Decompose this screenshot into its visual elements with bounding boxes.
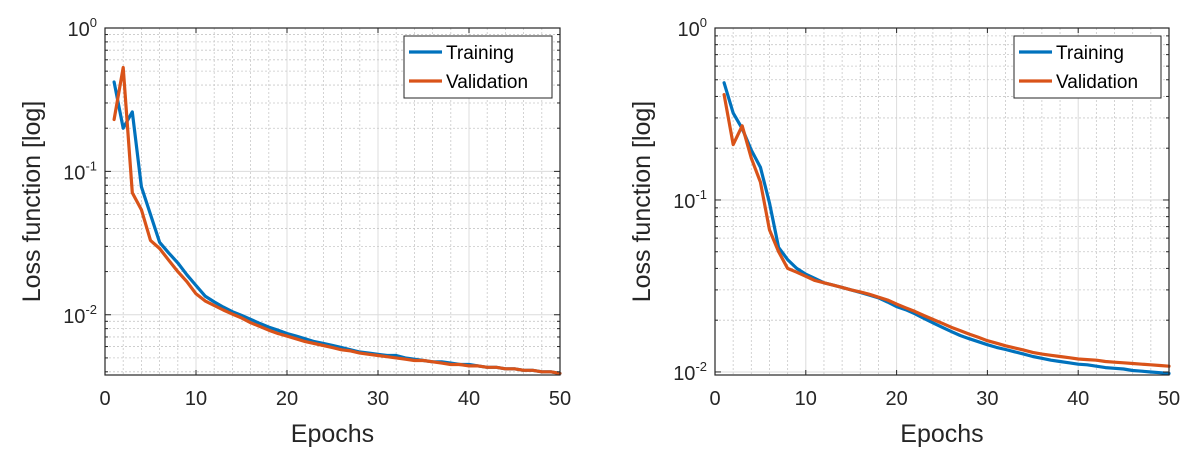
- y-tick-label: 10-1: [673, 187, 707, 213]
- y-tick-exponent: -1: [85, 158, 97, 173]
- x-tick-label: 50: [549, 388, 571, 410]
- legend-label-training: Training: [1056, 43, 1124, 64]
- y-tick-base: 10: [673, 191, 695, 213]
- x-tick-label: 0: [99, 388, 110, 410]
- axes-box: [714, 27, 1170, 376]
- x-axis-label: Epochs: [900, 420, 983, 448]
- legend-label-training: Training: [446, 43, 514, 64]
- x-axis-label: Epochs: [291, 420, 374, 448]
- x-tick-label: 30: [976, 388, 998, 410]
- series-line-validation: [722, 92, 1171, 368]
- x-tick-label: 40: [458, 388, 480, 410]
- legend-box: [1013, 35, 1162, 99]
- y-tick-label: 100: [68, 15, 97, 41]
- x-tick-label: 10: [185, 388, 207, 410]
- x-tick-label: 50: [1158, 388, 1180, 410]
- y-tick-exponent: -2: [695, 359, 707, 374]
- y-axis-label: Loss function [log]: [18, 101, 46, 303]
- x-tick-label: 10: [795, 388, 817, 410]
- y-tick-base: 10: [678, 19, 700, 41]
- y-axis-label: Loss function [log]: [628, 101, 656, 303]
- y-tick-label: 10-1: [63, 158, 97, 184]
- legend-box: [403, 35, 553, 99]
- y-tick-base: 10: [673, 363, 695, 385]
- y-tick-exponent: -1: [695, 187, 707, 202]
- y-tick-label: 100: [678, 15, 707, 41]
- series-line-training: [722, 81, 1171, 376]
- x-tick-label: 20: [885, 388, 907, 410]
- y-tick-base: 10: [63, 162, 85, 184]
- y-tick-base: 10: [68, 19, 90, 41]
- series-line-validation: [112, 65, 562, 375]
- legend-label-validation: Validation: [1056, 72, 1138, 93]
- legend: Training Validation: [403, 35, 553, 99]
- x-tick-label: 0: [709, 388, 720, 410]
- y-tick-exponent: 0: [700, 15, 707, 30]
- y-tick-exponent: 0: [90, 15, 97, 30]
- y-tick-label: 10-2: [673, 359, 707, 385]
- legend-label-validation: Validation: [446, 72, 528, 93]
- y-tick-exponent: -2: [85, 302, 97, 317]
- axes-box: [104, 27, 561, 376]
- x-tick-label: 20: [276, 388, 298, 410]
- x-tick-label: 30: [367, 388, 389, 410]
- y-tick-label: 10-2: [63, 302, 97, 328]
- grid: [105, 28, 560, 375]
- y-tick-base: 10: [63, 306, 85, 328]
- legend: Training Validation: [1013, 35, 1162, 99]
- x-tick-label: 40: [1067, 388, 1089, 410]
